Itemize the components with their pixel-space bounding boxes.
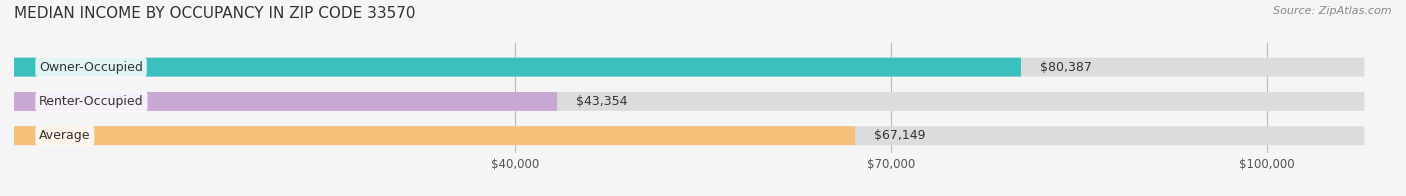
Text: $80,387: $80,387 — [1040, 61, 1091, 74]
FancyBboxPatch shape — [14, 58, 1021, 77]
Text: $43,354: $43,354 — [576, 95, 627, 108]
FancyBboxPatch shape — [14, 92, 557, 111]
Text: $67,149: $67,149 — [875, 129, 925, 142]
Text: Source: ZipAtlas.com: Source: ZipAtlas.com — [1274, 6, 1392, 16]
Text: MEDIAN INCOME BY OCCUPANCY IN ZIP CODE 33570: MEDIAN INCOME BY OCCUPANCY IN ZIP CODE 3… — [14, 6, 416, 21]
FancyBboxPatch shape — [14, 58, 1364, 77]
FancyBboxPatch shape — [14, 92, 1364, 111]
Text: Average: Average — [39, 129, 90, 142]
FancyBboxPatch shape — [14, 126, 855, 145]
FancyBboxPatch shape — [14, 126, 1364, 145]
Text: Owner-Occupied: Owner-Occupied — [39, 61, 143, 74]
Text: Renter-Occupied: Renter-Occupied — [39, 95, 143, 108]
